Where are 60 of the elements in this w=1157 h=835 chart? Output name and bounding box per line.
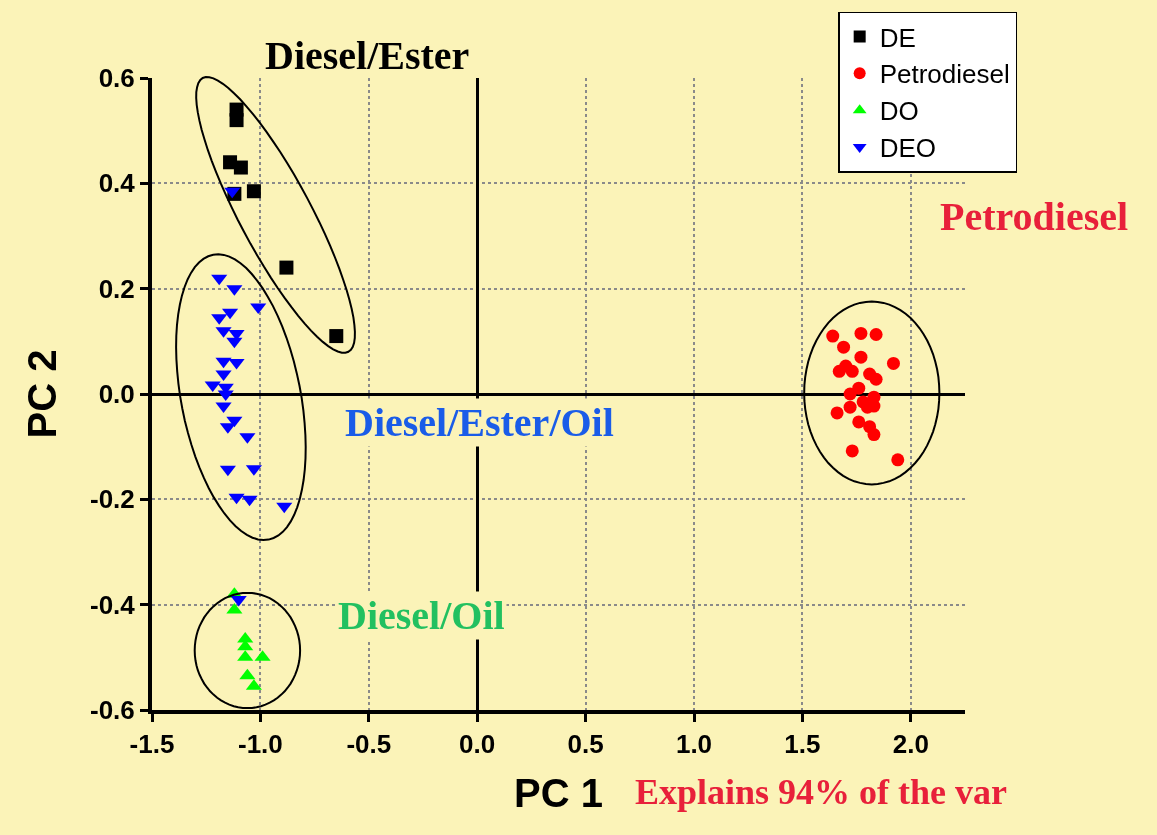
point bbox=[843, 400, 857, 414]
annotation: Diesel/Oil bbox=[338, 593, 505, 638]
point bbox=[891, 453, 905, 467]
x-tick-label: 1.5 bbox=[784, 729, 821, 760]
point bbox=[211, 274, 228, 286]
y-tick-label: 0.0 bbox=[98, 379, 135, 410]
x-axis-title: PC 1 bbox=[514, 771, 603, 816]
point bbox=[886, 356, 900, 370]
x-tick-label: -0.5 bbox=[346, 729, 392, 760]
point bbox=[329, 329, 344, 344]
point bbox=[228, 358, 245, 370]
point bbox=[239, 668, 256, 680]
y-tick-label: 0.6 bbox=[98, 63, 135, 94]
point bbox=[233, 160, 248, 175]
y-tick-label: -0.2 bbox=[89, 484, 135, 515]
annotation: Diesel/Ester bbox=[265, 33, 470, 78]
point bbox=[276, 502, 293, 514]
x-tick-label: -1.5 bbox=[129, 729, 175, 760]
point bbox=[246, 184, 261, 199]
legend-label: Petrodiesel bbox=[879, 59, 1010, 90]
point bbox=[226, 602, 243, 614]
point bbox=[228, 493, 245, 505]
legend-label: DE bbox=[879, 22, 916, 53]
point bbox=[869, 372, 883, 386]
point bbox=[830, 406, 844, 420]
point bbox=[279, 260, 294, 275]
y-tick-label: 0.2 bbox=[98, 273, 135, 304]
point bbox=[837, 340, 851, 354]
point bbox=[226, 337, 243, 349]
point bbox=[854, 326, 868, 340]
x-tick-label: -1.0 bbox=[237, 729, 283, 760]
point bbox=[250, 303, 267, 315]
y-tick-label: 0.4 bbox=[98, 168, 136, 199]
point bbox=[219, 465, 236, 477]
point bbox=[845, 364, 859, 378]
y-tick-label: -0.6 bbox=[89, 695, 135, 726]
point bbox=[845, 444, 859, 458]
point bbox=[832, 364, 846, 378]
point bbox=[204, 381, 221, 393]
point bbox=[215, 402, 232, 414]
y-tick-label: -0.4 bbox=[89, 589, 136, 620]
y-axis-title: PC 2 bbox=[19, 349, 64, 439]
legend-label: DEO bbox=[879, 133, 937, 164]
point bbox=[241, 495, 258, 507]
point bbox=[843, 387, 857, 401]
point bbox=[826, 329, 840, 343]
point bbox=[229, 113, 244, 128]
annotation: Petrodiesel bbox=[940, 194, 1129, 239]
point bbox=[215, 357, 232, 369]
point bbox=[854, 350, 868, 364]
x-tick-label: 0.5 bbox=[567, 729, 604, 760]
x-tick-label: 1.0 bbox=[675, 729, 713, 760]
annotation: Diesel/Ester/Oil bbox=[345, 400, 614, 445]
point bbox=[869, 327, 883, 341]
point bbox=[867, 428, 881, 442]
point bbox=[852, 415, 866, 429]
x-tick-label: 2.0 bbox=[892, 729, 929, 760]
text: Explains 94% of the var bbox=[635, 772, 1008, 812]
legend-label: DO bbox=[879, 96, 919, 127]
x-tick-label: 0.0 bbox=[459, 729, 496, 760]
